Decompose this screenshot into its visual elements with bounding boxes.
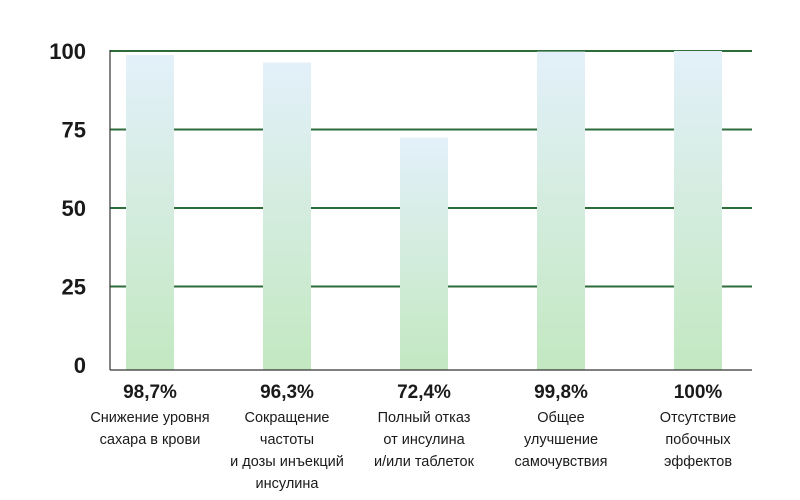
y-tick-label: 75	[62, 118, 86, 143]
y-tick-label: 50	[62, 196, 86, 221]
y-tick-label: 0	[74, 353, 86, 378]
category-label-line: частоты	[260, 432, 314, 448]
bar-value-label: 72,4%	[397, 382, 451, 403]
bar	[537, 51, 585, 371]
category-label-line: побочных	[665, 432, 731, 448]
category-labels: 98,7% 96,3% 72,4% 99,8% 100% Снижение уровня с…	[90, 382, 736, 492]
category-label-line: Отсутствие	[660, 410, 737, 426]
category-label-line: Полный отказ	[378, 410, 471, 426]
bar	[400, 137, 448, 370]
bar	[126, 55, 174, 370]
category-label-line: инсулина	[256, 476, 320, 492]
y-tick-label: 25	[62, 275, 86, 300]
category-label-line: улучшение	[524, 432, 598, 448]
bar	[263, 62, 311, 370]
bar-value-label: 98,7%	[123, 382, 177, 403]
bar-value-label: 96,3%	[260, 382, 314, 403]
y-tick-label: 100	[49, 39, 86, 64]
bar	[674, 51, 722, 370]
y-axis-ticks: 0 25 50 75 100	[49, 39, 86, 378]
category-label-line: Снижение уровня	[90, 410, 209, 426]
category-label-line: самочувствия	[515, 454, 608, 470]
category-label-line: от инсулина	[383, 432, 465, 448]
category-label-line: Сокращение	[244, 410, 329, 426]
category-label-line: эффектов	[664, 454, 732, 470]
bar-value-label: 99,8%	[534, 382, 588, 403]
bar-value-label: 100%	[674, 382, 723, 403]
category-label-line: и/или таблеток	[374, 454, 475, 470]
bars	[126, 51, 722, 371]
category-label-line: сахара в крови	[100, 432, 201, 448]
category-label-line: и дозы инъекций	[230, 454, 344, 470]
category-label-line: Общее	[537, 410, 584, 426]
